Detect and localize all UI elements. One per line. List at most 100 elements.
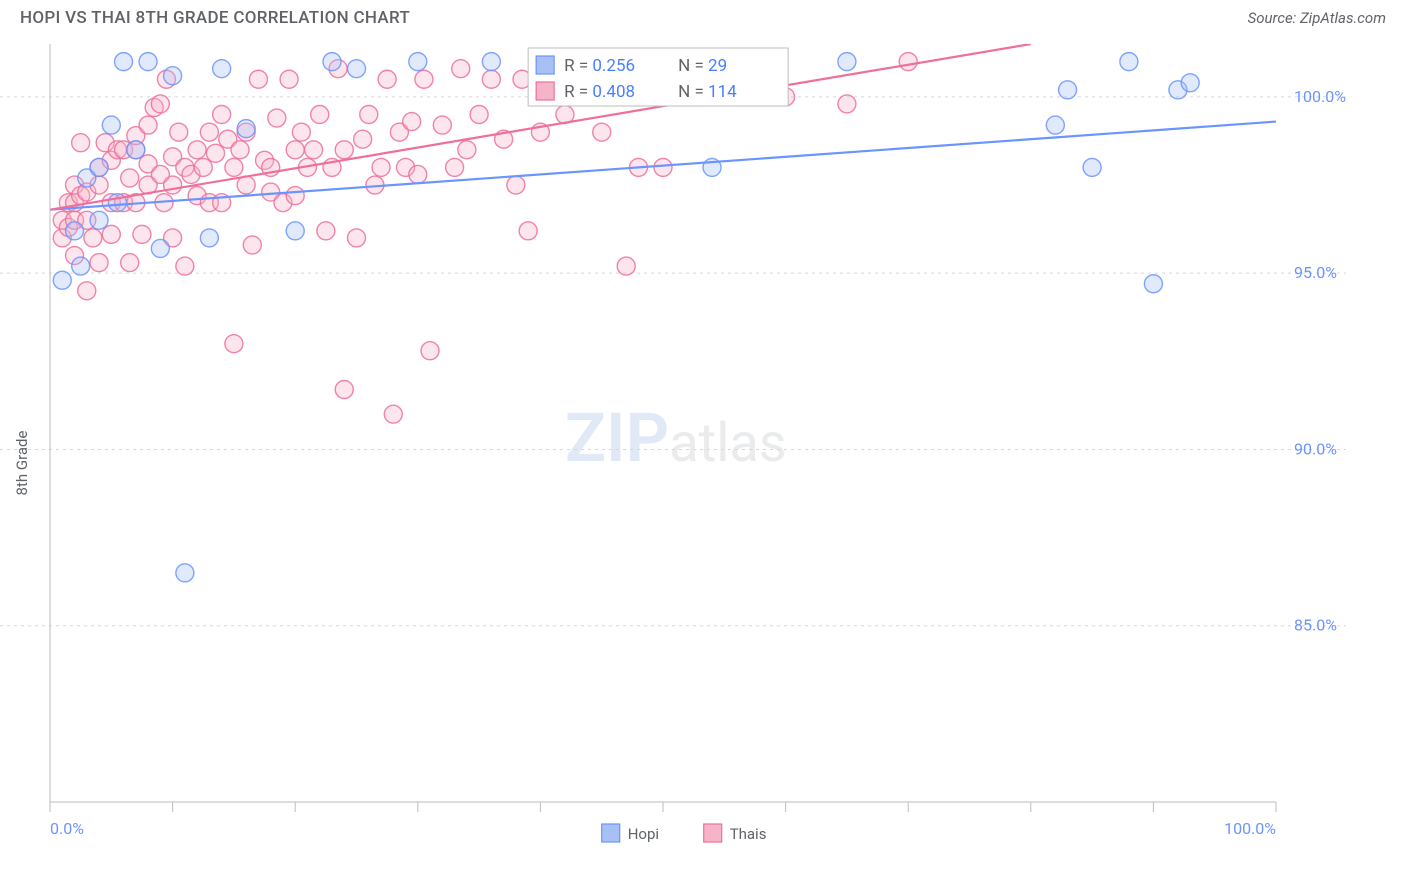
- data-point: [403, 113, 421, 131]
- data-point: [1083, 158, 1101, 176]
- data-point: [292, 123, 310, 141]
- legend-n-label: N = 114: [678, 82, 737, 102]
- data-point: [115, 53, 133, 71]
- data-point: [164, 176, 182, 194]
- data-point: [213, 106, 231, 124]
- data-point: [164, 67, 182, 85]
- data-point: [335, 381, 353, 399]
- data-point: [66, 222, 84, 240]
- data-point: [151, 239, 169, 257]
- data-point: [452, 60, 470, 78]
- data-point: [90, 254, 108, 272]
- data-point: [360, 106, 378, 124]
- data-point: [415, 70, 433, 88]
- data-point: [127, 141, 145, 159]
- chart-area: 8th Grade 85.0% 90.0% 95.0% 100.0% ZIPatlas 0…: [0, 32, 1406, 852]
- data-point: [446, 158, 464, 176]
- data-point: [139, 53, 157, 71]
- data-point: [102, 225, 120, 243]
- data-point: [200, 229, 218, 247]
- data-point: [348, 229, 366, 247]
- data-point: [72, 257, 90, 275]
- data-point: [53, 271, 71, 289]
- data-point: [305, 141, 323, 159]
- data-point: [348, 60, 366, 78]
- data-point: [225, 158, 243, 176]
- series-thais: [53, 53, 917, 424]
- data-point: [286, 187, 304, 205]
- data-point: [838, 53, 856, 71]
- data-point: [507, 176, 525, 194]
- data-point: [213, 60, 231, 78]
- data-point: [421, 342, 439, 360]
- legend-label: Hopi: [628, 825, 659, 843]
- legend-swatch: [536, 56, 554, 74]
- data-point: [72, 134, 90, 152]
- y-tick-label: 95.0%: [1294, 263, 1337, 282]
- scatter-plot: 85.0% 90.0% 95.0% 100.0% ZIPatlas 0.0% 100.0% R…: [0, 32, 1366, 852]
- data-point: [243, 236, 261, 254]
- data-point: [1046, 116, 1064, 134]
- data-point: [482, 70, 500, 88]
- data-point: [268, 109, 286, 127]
- legend-n-label: N = 29: [678, 56, 727, 76]
- data-point: [372, 158, 390, 176]
- data-point: [838, 95, 856, 113]
- data-point: [470, 106, 488, 124]
- data-point: [317, 222, 335, 240]
- x-tick-label: 100.0%: [1224, 819, 1276, 838]
- data-point: [482, 53, 500, 71]
- data-point: [188, 141, 206, 159]
- data-point: [1181, 74, 1199, 92]
- data-point: [121, 169, 139, 187]
- data-point: [170, 123, 188, 141]
- data-point: [78, 282, 96, 300]
- data-point: [151, 95, 169, 113]
- chart-title: HOPI VS THAI 8TH GRADE CORRELATION CHART: [20, 8, 410, 28]
- watermark: ZIPatlas: [565, 398, 787, 478]
- data-point: [176, 564, 194, 582]
- legend-label: Thais: [730, 825, 767, 843]
- data-point: [231, 141, 249, 159]
- chart-header: HOPI VS THAI 8TH GRADE CORRELATION CHART…: [0, 0, 1406, 32]
- legend-r-label: R = 0.408: [564, 82, 635, 102]
- legend-swatch: [704, 824, 722, 842]
- data-point: [121, 254, 139, 272]
- data-point: [384, 405, 402, 423]
- data-point: [139, 116, 157, 134]
- data-point: [286, 222, 304, 240]
- y-tick-label: 85.0%: [1294, 616, 1337, 635]
- data-point: [237, 120, 255, 138]
- y-tick-label: 100.0%: [1294, 87, 1346, 106]
- legend-r-label: R = 0.256: [564, 56, 635, 76]
- data-point: [899, 53, 917, 71]
- x-tick-label: 0.0%: [50, 819, 84, 838]
- data-point: [378, 70, 396, 88]
- data-point: [194, 158, 212, 176]
- legend-swatch: [602, 824, 620, 842]
- data-point: [335, 141, 353, 159]
- data-point: [207, 144, 225, 162]
- data-point: [286, 141, 304, 159]
- data-point: [458, 141, 476, 159]
- data-point: [433, 116, 451, 134]
- data-point: [617, 257, 635, 275]
- data-point: [133, 225, 151, 243]
- data-point: [249, 70, 267, 88]
- data-point: [1059, 81, 1077, 99]
- data-point: [1144, 275, 1162, 293]
- data-point: [409, 53, 427, 71]
- data-point: [176, 257, 194, 275]
- y-axis-label: 8th Grade: [13, 431, 31, 496]
- y-tick-label: 90.0%: [1294, 439, 1337, 458]
- data-point: [102, 116, 120, 134]
- data-point: [519, 222, 537, 240]
- legend-swatch: [536, 82, 554, 100]
- data-point: [90, 158, 108, 176]
- data-point: [280, 70, 298, 88]
- data-point: [84, 229, 102, 247]
- data-point: [593, 123, 611, 141]
- data-point: [311, 106, 329, 124]
- chart-source: Source: ZipAtlas.com: [1248, 9, 1386, 27]
- data-point: [323, 53, 341, 71]
